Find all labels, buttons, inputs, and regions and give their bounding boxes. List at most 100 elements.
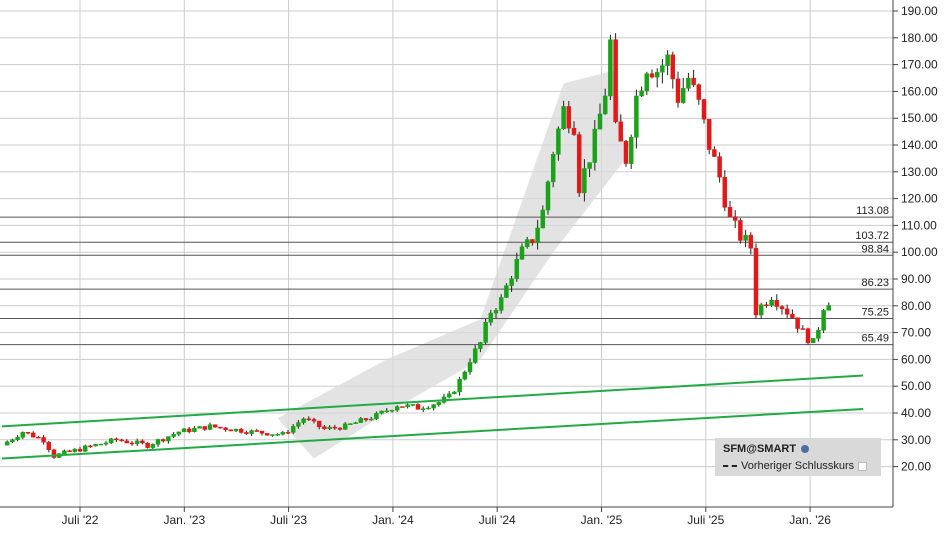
candle-body — [462, 371, 468, 380]
candle-body — [566, 106, 572, 129]
candle-body — [145, 442, 150, 448]
candle-body — [753, 247, 759, 316]
candle-body — [654, 71, 660, 78]
candle-body — [795, 317, 800, 329]
trend-line — [1, 374, 864, 428]
legend-prev-close: Vorheriger Schlusskurs — [741, 460, 855, 472]
x-tick-label: Juli '25 — [687, 513, 724, 527]
candle-body — [431, 404, 436, 409]
candle-body — [348, 423, 353, 425]
candle-body — [774, 299, 780, 307]
checkbox-icon[interactable] — [858, 461, 868, 471]
level-label: 113.08 — [856, 205, 889, 217]
x-tick-label: Juli '23 — [270, 513, 307, 527]
candle-body — [597, 113, 603, 130]
candle-body — [472, 348, 478, 363]
candle-body — [155, 439, 161, 445]
globe-icon — [801, 445, 810, 454]
candle-body — [457, 378, 462, 393]
candle-body — [608, 39, 613, 97]
candle-body — [77, 448, 83, 452]
candle-body — [186, 428, 192, 433]
candle-body — [446, 393, 452, 398]
candle-body — [51, 449, 57, 458]
candle-body — [72, 448, 78, 452]
y-tick-label: 110.00 — [901, 218, 937, 232]
candle-body — [686, 77, 691, 89]
chart-legend: SFM@SMART Vorheriger Schlusskurs — [715, 438, 881, 476]
candle-body — [384, 410, 390, 413]
candle-body — [784, 308, 790, 315]
candle-body — [93, 444, 98, 447]
candle-body — [545, 181, 551, 211]
candle-body — [228, 429, 234, 432]
candle-body — [717, 156, 722, 178]
y-axis: 190.00 180.00 170.00 160.00 150.00 140.00 130.… — [893, 4, 938, 474]
candle-body — [62, 450, 67, 454]
trend-line — [1, 407, 864, 460]
y-tick-label: 100.00 — [901, 245, 938, 259]
y-tick-label: 50.00 — [901, 379, 931, 393]
y-tick-label: 130.00 — [901, 165, 938, 179]
candle-body — [810, 338, 816, 344]
x-tick-label: Jan. '25 — [581, 513, 623, 527]
candle-body — [124, 440, 130, 444]
candle-body — [826, 305, 832, 311]
candle-body — [743, 234, 748, 241]
candle-body — [249, 430, 254, 434]
candle-body — [322, 426, 327, 430]
candle-body — [166, 436, 171, 442]
candle-body — [192, 428, 197, 433]
y-tick-label: 60.00 — [901, 352, 931, 366]
level-label: 75.25 — [861, 307, 889, 319]
candle-body — [134, 440, 140, 444]
candle-body — [623, 140, 629, 164]
candle-body — [223, 427, 228, 431]
y-tick-label: 70.00 — [901, 326, 931, 340]
y-tick-label: 190.00 — [901, 4, 938, 18]
candle-body — [129, 442, 135, 445]
candle-body — [524, 239, 530, 247]
candle-body — [436, 402, 442, 405]
candle-body — [4, 441, 10, 446]
candle-body — [379, 410, 384, 414]
candle-body — [259, 430, 265, 434]
candle-body — [701, 99, 707, 120]
candle-body — [498, 297, 504, 311]
y-tick-label: 150.00 — [901, 111, 938, 125]
candle-body — [571, 127, 577, 135]
candle-body — [389, 410, 395, 412]
candle-body — [46, 441, 52, 451]
x-tick-label: Jan. '23 — [163, 513, 205, 527]
y-tick-label: 180.00 — [901, 31, 938, 45]
candle-body — [290, 426, 296, 433]
candle-body — [665, 54, 670, 66]
candle-body — [82, 445, 88, 452]
candle-body — [337, 427, 343, 430]
candle-body — [207, 424, 213, 430]
candle-body — [452, 391, 457, 395]
candle-body — [800, 328, 806, 330]
candle-body — [535, 227, 540, 244]
y-tick-label: 20.00 — [901, 460, 931, 474]
candle-body — [103, 442, 109, 445]
candle-body — [394, 406, 400, 411]
candle-body — [576, 134, 582, 194]
candle-body — [748, 234, 754, 249]
candle-body — [264, 433, 270, 436]
candle-body — [426, 407, 431, 410]
x-tick-label: Juli '22 — [62, 513, 99, 527]
y-tick-label: 40.00 — [901, 406, 931, 420]
candle-body — [67, 450, 72, 452]
candle-body — [738, 220, 743, 241]
candle-body — [530, 239, 535, 244]
candle-body — [504, 285, 509, 298]
candle-body — [644, 73, 650, 92]
candle-body — [238, 428, 244, 433]
candle-body — [420, 408, 426, 410]
x-tick-label: Jan. '26 — [789, 513, 831, 527]
candle-body — [634, 95, 639, 138]
candle-body — [15, 437, 20, 441]
candle-body — [218, 426, 223, 429]
candle-body — [114, 438, 119, 441]
